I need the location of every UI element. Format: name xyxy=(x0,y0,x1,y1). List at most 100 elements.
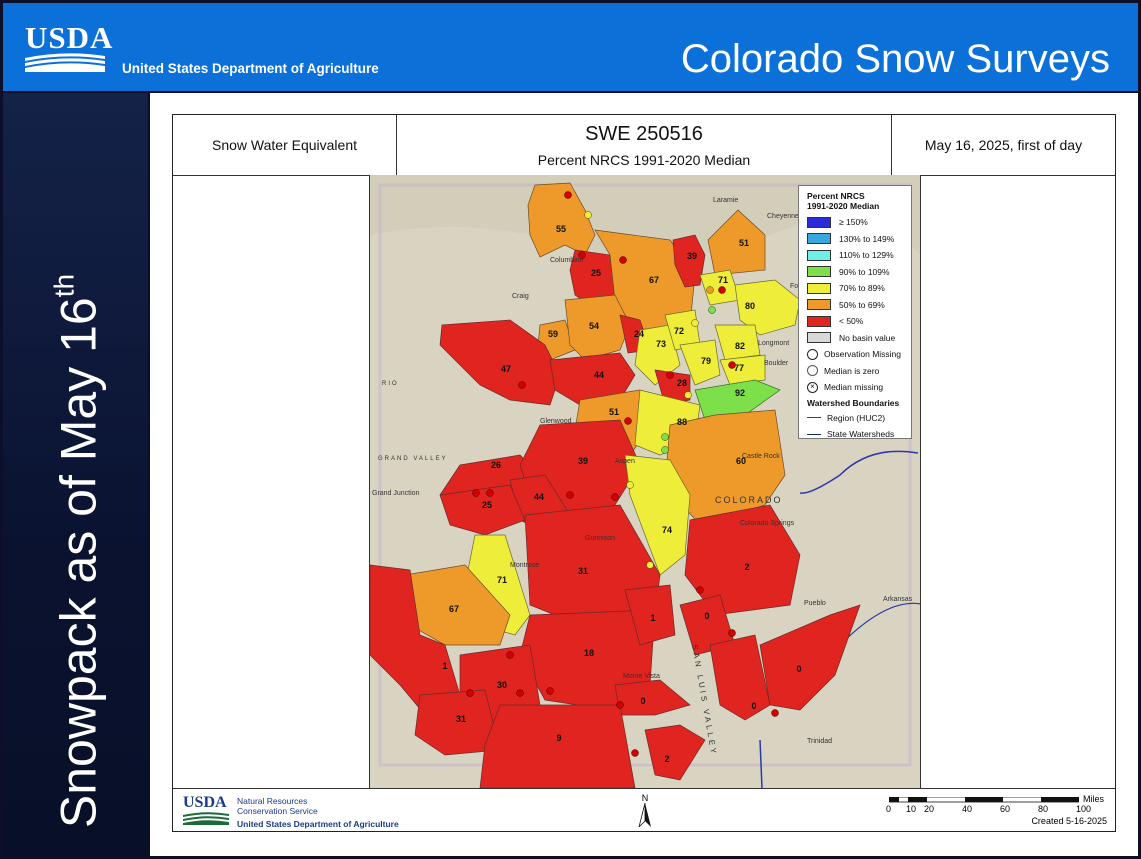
nrcs-line2: Conservation Service xyxy=(237,806,318,816)
scale-labels: 0 10 20 40 60 80 100 xyxy=(886,804,1091,816)
basin-label: 47 xyxy=(501,364,511,374)
region-line-icon xyxy=(807,417,821,419)
place-label: Colorado Springs xyxy=(740,520,795,527)
basin-label: 24 xyxy=(634,329,644,339)
basin-polygon-6[interactable] xyxy=(734,279,801,336)
empty-circle-icon xyxy=(807,365,818,377)
usda-logo-text: USDA xyxy=(25,20,114,55)
map-date: May 16, 2025, first of day xyxy=(924,137,1083,153)
empty-circle-icon xyxy=(807,348,818,360)
place-label: Fort xyxy=(790,283,803,290)
basin-polygon-26[interactable] xyxy=(624,454,691,576)
basin-polygon-39[interactable] xyxy=(414,689,501,756)
nrcs-logo-text: USDA xyxy=(183,794,227,811)
basin-label: 26 xyxy=(491,460,501,470)
terrain-shade xyxy=(370,175,920,258)
basin-label: 71 xyxy=(718,275,728,285)
basin-label: 74 xyxy=(662,525,672,535)
basin-polygon-8[interactable] xyxy=(564,294,631,361)
basin-label: 30 xyxy=(497,680,507,690)
river-platte xyxy=(799,450,919,494)
basin-polygon-25[interactable] xyxy=(439,484,526,536)
map-parameter-label: Snow Water Equivalent xyxy=(212,137,357,153)
map-header-right: May 16, 2025, first of day xyxy=(892,115,1115,175)
legend-symbol-label: Median is zero xyxy=(824,365,880,376)
scale-label: 0 xyxy=(886,804,892,814)
basin-polygon-13[interactable] xyxy=(714,324,761,361)
basin-polygon-15[interactable] xyxy=(439,319,561,406)
place-label: Boulder xyxy=(764,360,789,367)
basin-polygon-41[interactable] xyxy=(644,724,706,781)
basin-polygon-40[interactable] xyxy=(479,704,636,788)
basin-label: 54 xyxy=(589,321,599,331)
legend-title-line1: Percent NRCS xyxy=(807,191,865,201)
basin-label: 60 xyxy=(736,456,746,466)
scale-label: 100 xyxy=(1076,804,1092,814)
basin-label: 0 xyxy=(704,611,709,621)
legend-class-row: 50% to 69% xyxy=(807,297,911,314)
scale-label: 20 xyxy=(924,804,935,814)
legend-class-row: 70% to 89% xyxy=(807,280,911,297)
basin-label: 79 xyxy=(701,356,711,366)
basin-polygon-3[interactable] xyxy=(672,234,706,288)
river-arkansas xyxy=(839,602,920,646)
north-arrow-icon xyxy=(638,802,651,829)
legend-swatch xyxy=(807,315,831,327)
basin-label: 67 xyxy=(649,275,659,285)
place-label: Craig xyxy=(512,293,529,300)
page-title: Colorado Snow Surveys xyxy=(680,37,1110,81)
place-label: Longmont xyxy=(758,340,789,347)
nrcs-department: United States Department of Agriculture xyxy=(237,819,399,829)
place-label: GRAND VALLEY xyxy=(378,456,448,462)
legend-class-label: 50% to 69% xyxy=(839,299,885,310)
legend-class-label: 70% to 89% xyxy=(839,283,885,294)
nrcs-logo-hills-icon xyxy=(183,812,229,825)
legend-symbol-row: × Median missing xyxy=(807,379,911,396)
place-label: Montrose xyxy=(510,562,539,569)
basin-polygon-12[interactable] xyxy=(679,339,721,386)
basin-label: 25 xyxy=(482,500,492,510)
legend-class-label: No basin value xyxy=(839,332,896,343)
basin-polygon-37[interactable] xyxy=(709,634,771,721)
map-area[interactable]: 55 25 67 39 51 71 80 59 54 24 73 72 79 82 77 47 44 28 92 51… xyxy=(369,175,921,788)
place-label: Cheyenne xyxy=(767,213,799,220)
legend-class-row: 130% to 149% xyxy=(807,231,911,248)
map-legend: Percent NRCS 1991-2020 Median ≥ 150% 130%… xyxy=(798,185,912,439)
usda-logo-hills-icon xyxy=(25,53,105,72)
legend-class-row: 110% to 129% xyxy=(807,247,911,264)
place-label: Castle Rock xyxy=(742,453,780,460)
basin-label: 55 xyxy=(556,224,566,234)
basin-label: 39 xyxy=(578,456,588,466)
legend-swatch xyxy=(807,233,831,245)
place-label: Trinidad xyxy=(807,738,832,745)
basin-label: 51 xyxy=(609,407,619,417)
basin-polygon-18[interactable] xyxy=(694,379,781,421)
basin-label: 71 xyxy=(497,575,507,585)
legend-swatch xyxy=(807,299,831,311)
snotel-sites xyxy=(466,191,779,757)
legend-class-label: 90% to 109% xyxy=(839,266,890,277)
legend-class-row: 90% to 109% xyxy=(807,264,911,281)
north-label: N xyxy=(641,793,649,803)
usda-logo: USDA xyxy=(25,20,112,76)
basin-polygon-4[interactable] xyxy=(707,209,766,276)
basin-label: 80 xyxy=(745,301,755,311)
legend-class-row: No basin value xyxy=(807,330,911,347)
scale-label: 60 xyxy=(1000,804,1011,814)
scale-bar: 0 10 20 40 60 80 100 Miles xyxy=(886,794,1104,817)
basin-label: 73 xyxy=(656,339,666,349)
watershed-line-icon xyxy=(807,433,821,435)
basin-label: 31 xyxy=(578,566,588,576)
basin-polygon-29[interactable] xyxy=(684,504,801,616)
scale-unit: Miles xyxy=(1083,794,1105,804)
basin-polygon-34[interactable] xyxy=(624,584,676,646)
basin-polygon-38[interactable] xyxy=(759,604,861,711)
legend-title-line2: 1991-2020 Median xyxy=(807,201,880,211)
legend-swatch xyxy=(807,282,831,294)
nrcs-agency-name: Natural Resources Conservation Service xyxy=(237,796,318,816)
basin-label: 39 xyxy=(687,251,697,261)
place-label: Monte Vista xyxy=(623,673,660,680)
place-label: Columbine xyxy=(550,257,584,264)
place-label: Aspen xyxy=(615,458,635,465)
